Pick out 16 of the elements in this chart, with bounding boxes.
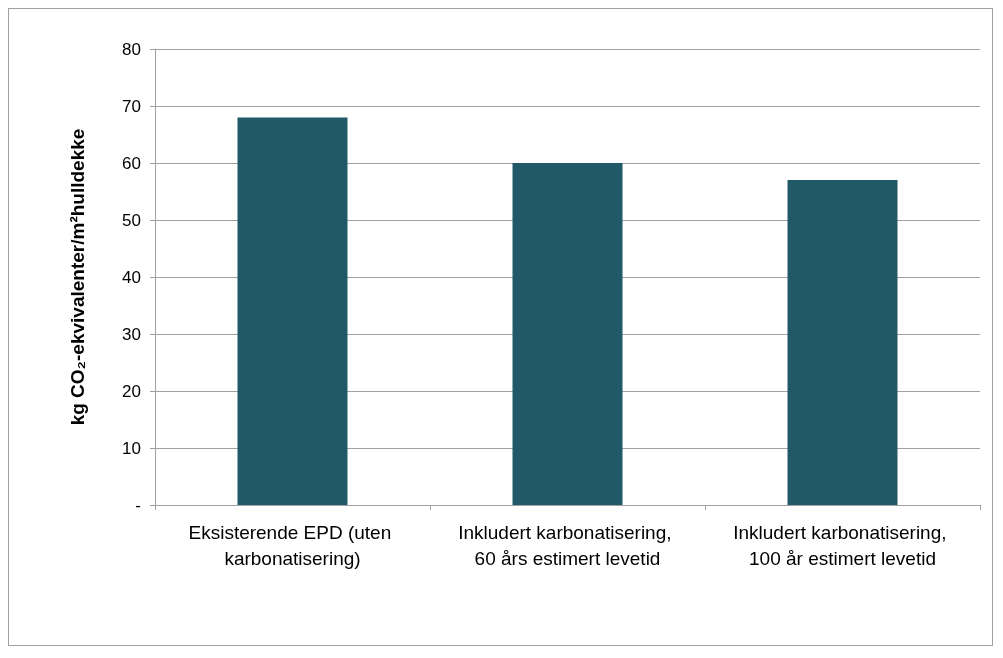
y-tick-label: 40 [122,267,141,287]
y-tick-label: 60 [122,153,141,173]
x-tick-label: Eksisterende EPD (uten karbonatisering) [188,521,397,569]
y-tick-label: 20 [122,381,141,401]
bar [787,180,898,505]
y-tick-label: 30 [122,324,141,344]
x-tick-label: Inkludert karbonatisering, 60 års estimert levetid [458,521,677,569]
y-axis-title: kg CO₂-ekvivalenter/m²hulldekke [67,128,88,426]
y-tick-label: 80 [122,39,141,59]
bar [512,163,623,505]
bar [237,117,348,505]
y-tick-label: 50 [122,210,141,230]
y-tick-label: 10 [122,438,141,458]
y-tick-label: - [135,495,141,515]
y-tick-label: 70 [122,96,141,116]
x-tick-label: Inkludert karbonatisering, 100 år estimert levetid [733,521,952,569]
